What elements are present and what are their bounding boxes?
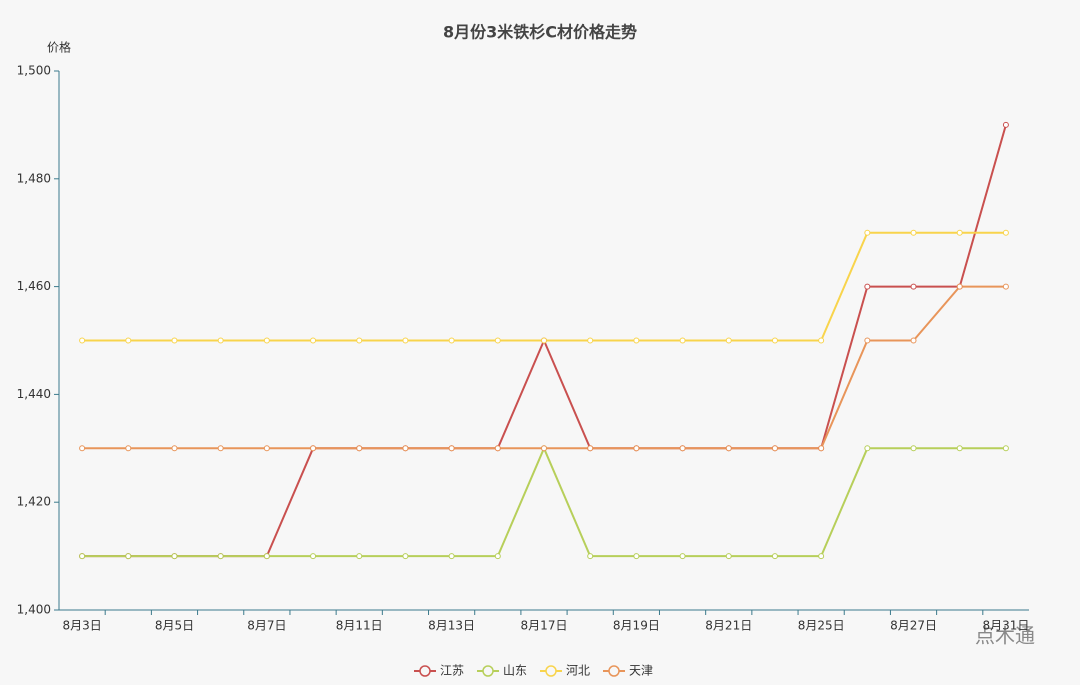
data-point [725, 337, 732, 344]
y-axis-label: 价格 [47, 40, 71, 55]
data-point [263, 445, 270, 452]
data-point [217, 553, 224, 560]
data-point [864, 229, 871, 236]
data-point [633, 445, 640, 452]
legend-marker [482, 665, 494, 677]
data-point [771, 445, 778, 452]
x-tick-label: 8月3日 [62, 619, 101, 633]
x-tick-label: 8月19日 [613, 619, 660, 633]
data-point [587, 553, 594, 560]
data-point [1002, 229, 1009, 236]
x-tick-label: 8月7日 [247, 619, 286, 633]
x-tick-label: 8月21日 [705, 619, 752, 633]
data-point [956, 283, 963, 290]
data-point [494, 553, 501, 560]
data-point [587, 337, 594, 344]
series-line [82, 445, 1006, 558]
legend-marker [419, 665, 431, 677]
data-point [1002, 121, 1009, 128]
data-point [633, 553, 640, 560]
data-point [679, 337, 686, 344]
data-point [818, 337, 825, 344]
data-point [1002, 445, 1009, 452]
x-tick-label: 8月17日 [521, 619, 568, 633]
x-tick-label: 8月25日 [798, 619, 845, 633]
data-point [587, 445, 594, 452]
data-point [910, 445, 917, 452]
data-point [818, 553, 825, 560]
data-point [541, 445, 547, 452]
data-point [448, 553, 455, 560]
data-point [125, 445, 132, 452]
data-point [910, 283, 917, 290]
chart-title: 8月份3米铁杉C材价格走势 [443, 23, 637, 42]
data-point [217, 445, 224, 452]
y-tick-label: 1,500 [17, 64, 51, 78]
data-point [448, 445, 455, 452]
data-point [171, 553, 178, 560]
y-tick-label: 1,460 [17, 279, 51, 293]
data-point [771, 553, 778, 560]
watermark: 点木通 [975, 624, 1035, 648]
y-tick-label: 1,480 [17, 171, 51, 185]
data-point [494, 337, 501, 344]
data-point [356, 445, 363, 452]
data-point [725, 445, 732, 452]
legend-label: 江苏 [440, 664, 464, 678]
y-tick-label: 1,440 [17, 387, 51, 401]
data-point [356, 553, 363, 560]
data-point [310, 553, 317, 560]
data-point [171, 337, 178, 344]
series-line [82, 285, 1006, 450]
data-point [310, 337, 317, 344]
x-tick-label: 8月27日 [890, 619, 937, 633]
data-point [818, 445, 825, 452]
y-tick-label: 1,400 [17, 603, 51, 617]
data-point [771, 337, 778, 344]
data-point [679, 445, 686, 452]
data-point [79, 445, 86, 452]
y-tick-label: 1,420 [17, 495, 51, 509]
legend-marker [608, 665, 620, 677]
data-point [402, 553, 409, 560]
x-tick-label: 8月5日 [155, 619, 194, 633]
data-point [864, 283, 871, 290]
legend-marker [545, 665, 557, 677]
data-point [125, 337, 132, 344]
legend-label: 河北 [566, 664, 590, 678]
x-tick-label: 8月13日 [428, 619, 475, 633]
data-point [79, 553, 86, 560]
data-point [310, 445, 317, 452]
data-point [910, 337, 917, 344]
data-point [864, 445, 871, 452]
data-point [263, 337, 270, 344]
data-point [956, 445, 963, 452]
data-point [725, 553, 732, 560]
legend-label: 天津 [629, 664, 653, 678]
data-point [171, 445, 178, 452]
data-point [679, 553, 686, 560]
legend-label: 山东 [503, 664, 527, 678]
data-point [448, 337, 455, 344]
data-point [217, 337, 224, 344]
data-point [402, 445, 409, 452]
data-point [79, 337, 86, 344]
data-point [356, 337, 363, 344]
x-tick-label: 8月31日 [982, 619, 1029, 633]
data-point [864, 337, 871, 344]
data-point [263, 553, 270, 560]
data-point [956, 229, 963, 236]
data-point [494, 445, 501, 452]
data-point [910, 229, 917, 236]
x-tick-label: 8月11日 [336, 619, 383, 633]
data-point [1002, 283, 1009, 290]
data-point [402, 337, 409, 344]
data-point [125, 553, 132, 560]
data-point [633, 337, 640, 344]
data-point [541, 337, 547, 344]
